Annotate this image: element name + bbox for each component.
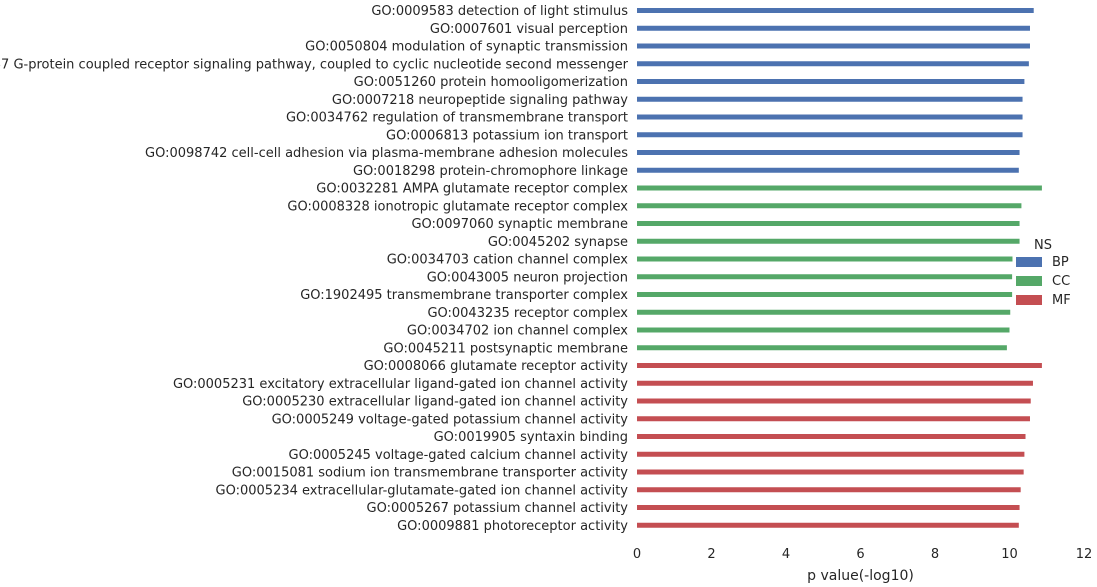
bar-5 [637, 96, 1023, 102]
x-tick-label: 2 [707, 547, 715, 562]
bar-16 [637, 292, 1013, 297]
category-labels: GO:0009583 detection of light stimulus GO… [0, 4, 629, 534]
x-tick-label: 0 [633, 547, 641, 562]
category-label: GO:0007187 G-protein coupled receptor si… [0, 57, 629, 72]
bars-layer [637, 8, 1042, 528]
category-label: GO:0045211 postsynaptic membrane [383, 341, 628, 356]
category-label: GO:0005231 excitatory extracellular liga… [173, 377, 628, 392]
category-label: GO:0005249 voltage-gated potassium chann… [272, 412, 629, 427]
category-label: GO:0050804 modulation of synaptic transm… [305, 40, 628, 55]
category-label: GO:0018298 protein-chromophore linkage [353, 164, 628, 179]
bar-3 [637, 61, 1029, 67]
bar-28 [637, 505, 1020, 510]
category-label: GO:1902495 transmembrane transporter com… [300, 288, 628, 303]
category-label: GO:0032281 AMPA glutamate receptor compl… [316, 182, 628, 197]
category-label: GO:0097060 synaptic membrane [411, 217, 628, 232]
category-label: GO:0006813 potassium ion transport [386, 128, 628, 143]
bar-20 [637, 363, 1042, 368]
legend-swatch-cc [1016, 276, 1042, 286]
x-tick-label: 6 [856, 547, 864, 562]
bar-18 [637, 327, 1010, 333]
category-label: GO:0007601 visual perception [430, 22, 628, 37]
bar-19 [637, 345, 1007, 351]
category-label: GO:0008328 ionotropic glutamate receptor… [287, 199, 628, 214]
category-label: GO:0034703 cation channel complex [387, 253, 629, 268]
category-label: GO:0034702 ion channel complex [407, 324, 628, 339]
legend-title: NS [1034, 238, 1052, 253]
category-label: GO:0005230 extracellular ligand-gated io… [242, 395, 628, 410]
category-label: GO:0005267 potassium channel activity [367, 501, 629, 516]
x-tick-label: 8 [931, 547, 939, 562]
category-label: GO:0043005 neuron projection [427, 270, 628, 285]
bar-10 [637, 185, 1042, 191]
bar-17 [637, 309, 1011, 315]
bar-7 [637, 132, 1023, 138]
bar-21 [637, 380, 1033, 386]
category-label: GO:0008066 glutamate receptor activity [364, 359, 629, 374]
bar-0 [637, 8, 1034, 13]
category-label: GO:0051260 protein homooligomerization [354, 75, 628, 90]
bar-29 [637, 522, 1019, 528]
bar-22 [637, 398, 1031, 404]
bar-9 [637, 167, 1019, 173]
x-tick-label: 12 [1076, 547, 1093, 562]
legend-label-cc: CC [1052, 274, 1070, 289]
x-tick-label: 10 [1001, 547, 1018, 562]
bar-23 [637, 416, 1030, 422]
category-label: GO:0009881 photoreceptor activity [397, 519, 628, 534]
category-label: GO:0007218 neuropeptide signaling pathwa… [332, 93, 628, 108]
legend-swatch-bp [1016, 257, 1042, 267]
legend-label-bp: BP [1052, 255, 1069, 270]
bar-8 [637, 150, 1020, 155]
bar-11 [637, 203, 1022, 209]
bar-24 [637, 434, 1026, 439]
category-label: GO:0034762 regulation of transmembrane t… [286, 111, 628, 126]
bar-14 [637, 256, 1013, 262]
bar-2 [637, 43, 1030, 49]
bar-15 [637, 274, 1013, 280]
bar-26 [637, 469, 1024, 475]
category-label: GO:0009583 detection of light stimulus [371, 4, 628, 19]
x-axis-title: p value(-log10) [807, 568, 914, 584]
x-tick-label: 4 [782, 547, 790, 562]
legend: NS BP CC MF [1016, 238, 1071, 308]
legend-swatch-mf [1016, 295, 1042, 305]
bar-1 [637, 25, 1030, 31]
category-label: GO:0005245 voltage-gated calcium channel… [289, 448, 629, 463]
bar-6 [637, 114, 1023, 120]
legend-label-mf: MF [1052, 293, 1071, 308]
bar-12 [637, 221, 1020, 226]
category-label: GO:0098742 cell-cell adhesion via plasma… [145, 146, 628, 161]
category-label: GO:0043235 receptor complex [427, 306, 628, 321]
category-label: GO:0019905 syntaxin binding [434, 430, 628, 445]
bar-25 [637, 451, 1025, 457]
bar-4 [637, 79, 1025, 84]
category-label: GO:0015081 sodium ion transmembrane tran… [232, 466, 628, 481]
category-label: GO:0005234 extracellular-glutamate-gated… [216, 483, 629, 498]
category-label: GO:0045202 synapse [488, 235, 628, 250]
x-axis-ticks: 0 2 4 6 8 10 12 [633, 547, 1092, 562]
bar-13 [637, 238, 1020, 244]
bar-27 [637, 487, 1021, 493]
